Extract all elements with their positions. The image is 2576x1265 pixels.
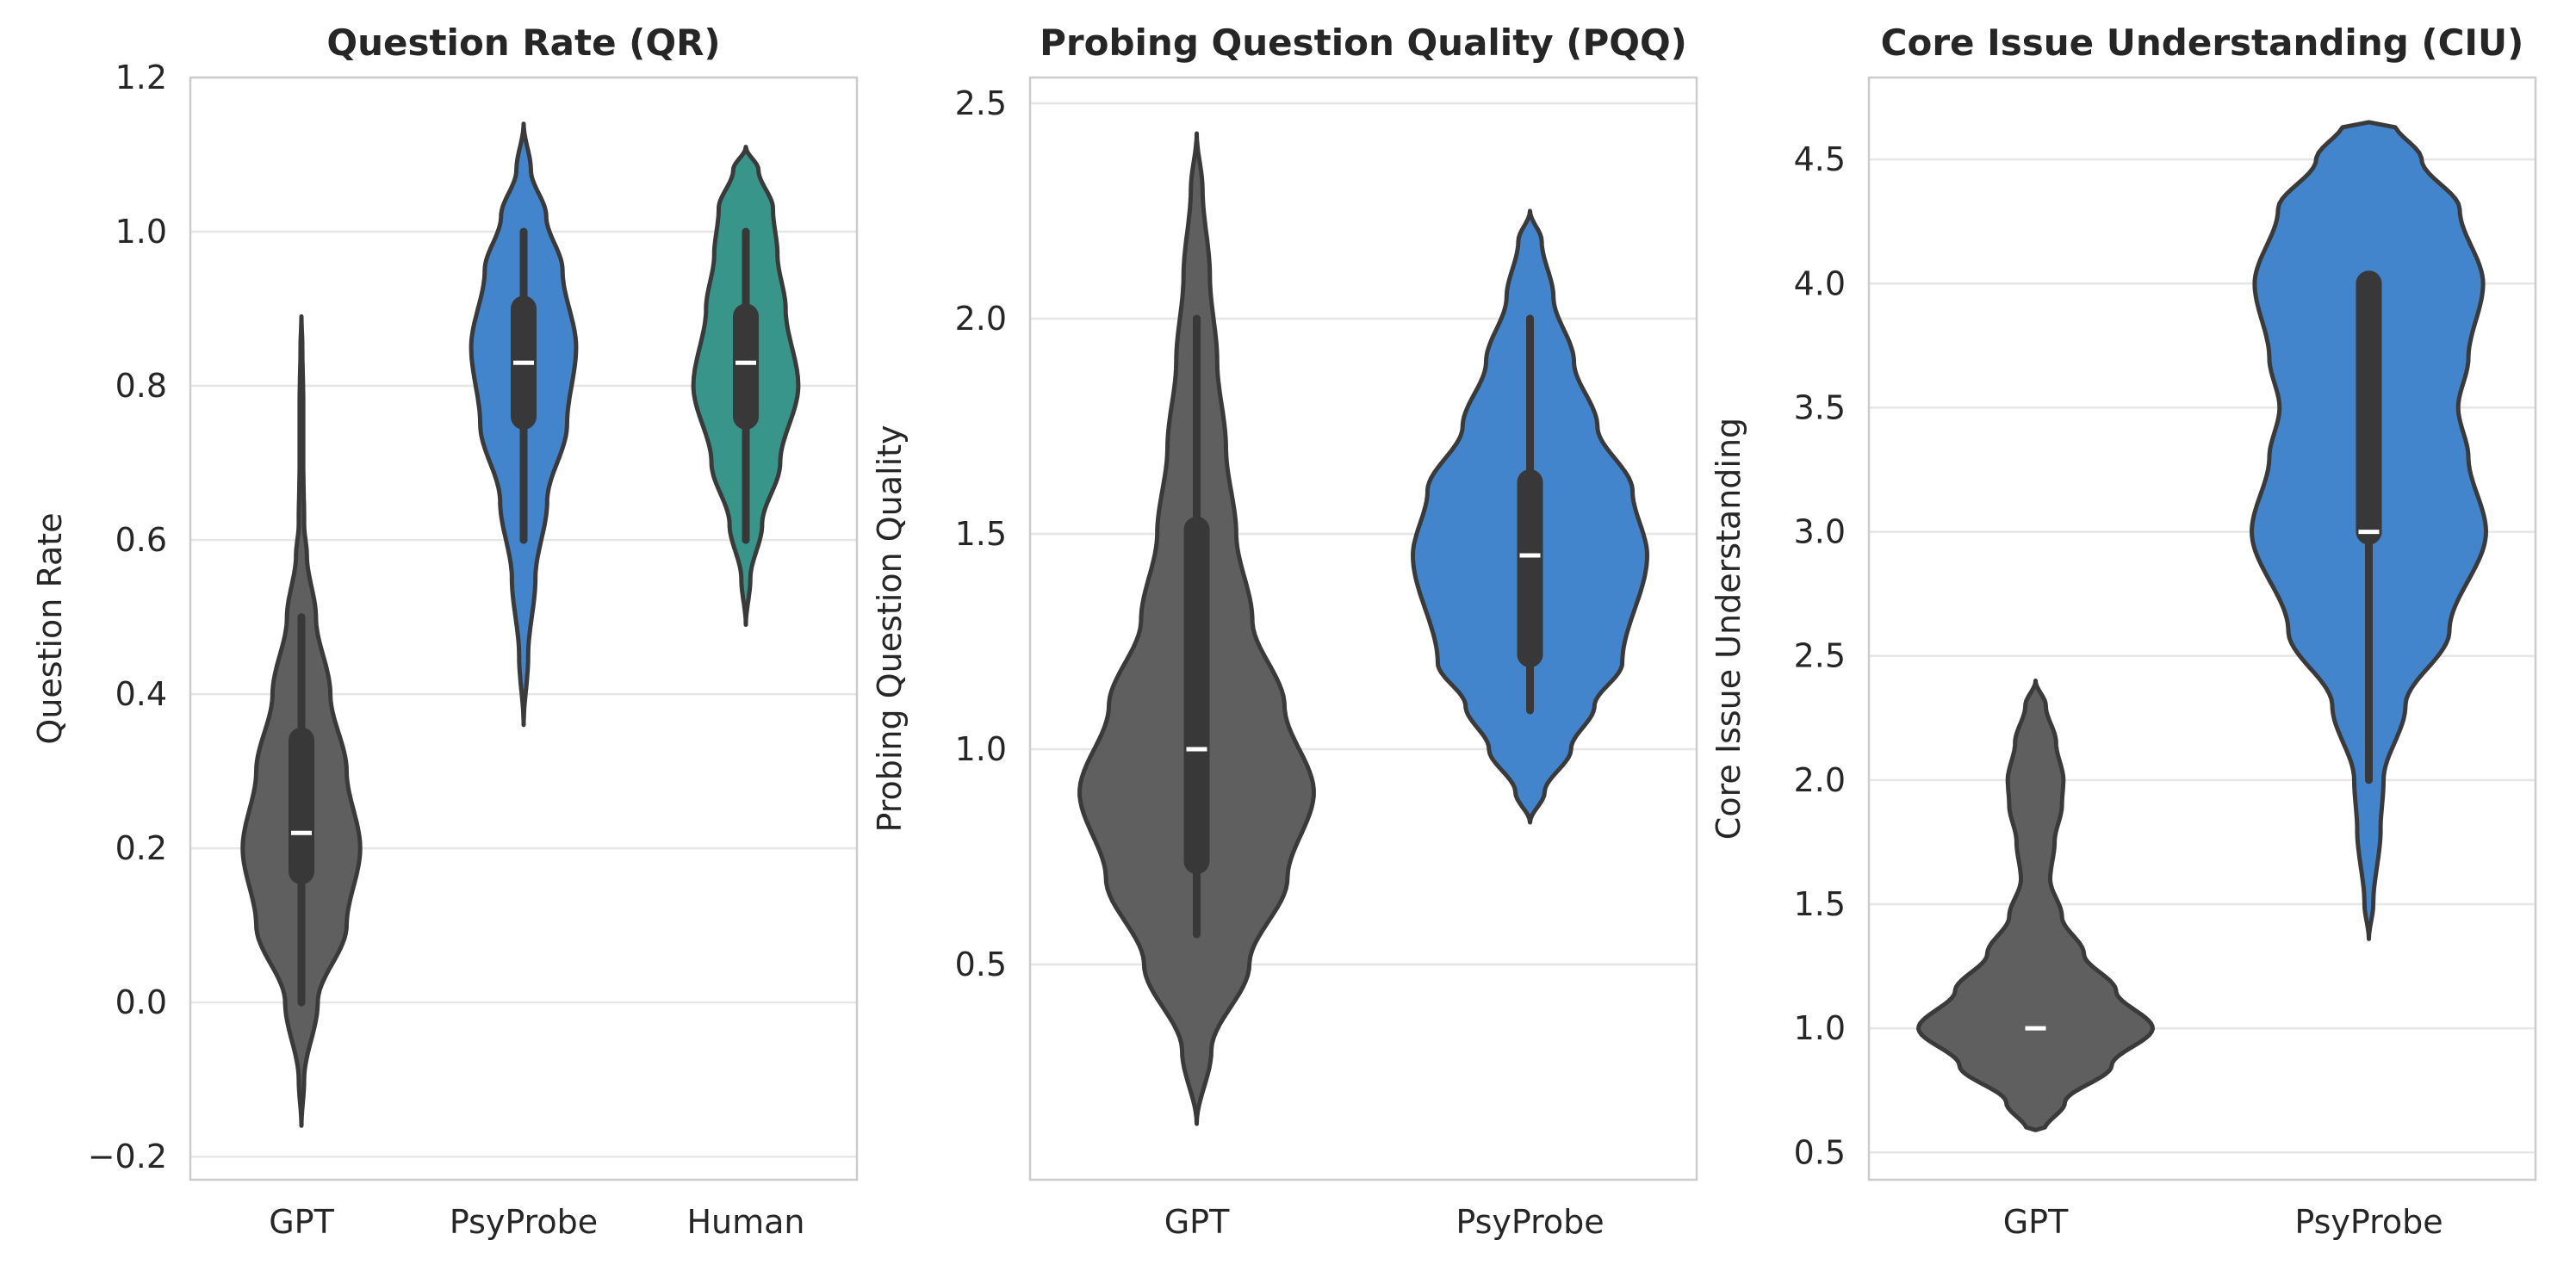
- y-tick-label: 4.0: [1794, 264, 1846, 302]
- y-tick-label: 0.0: [115, 983, 167, 1021]
- panel-3: 0.5 1.0 1.5 2.0 2.5 3.0 3.5 4.0 4.5 GPT PsyProbe Co…: [1710, 22, 2537, 1241]
- y-tick-label: 2.0: [955, 300, 1007, 338]
- y-tick-label: 1.2: [115, 59, 167, 96]
- y-tick-label: 1.5: [1794, 885, 1846, 923]
- y-tick-label: 1.0: [115, 213, 167, 251]
- y-axis-label: Core Issue Understanding: [1710, 418, 1747, 840]
- y-axis-label: Probing Question Quality: [871, 425, 909, 832]
- panel-title: Core Issue Understanding (CIU): [1881, 22, 2524, 64]
- violin-human: [691, 145, 801, 627]
- x-tick-label: PsyProbe: [450, 1203, 598, 1241]
- plot-frame: [1028, 76, 1698, 1181]
- panel-title: Question Rate (QR): [326, 22, 720, 64]
- y-tick-label: 0.5: [1794, 1133, 1846, 1171]
- y-tick-label: 0.2: [115, 829, 167, 867]
- y-tick-label: −0.2: [88, 1138, 167, 1175]
- y-tick-label: 2.5: [955, 84, 1007, 122]
- panel-2: 0.5 1.0 1.5 2.0 2.5 GPT PsyProbe Probing Questi…: [871, 22, 1698, 1241]
- y-tick-label: 0.5: [955, 946, 1007, 983]
- x-tick-label: PsyProbe: [1456, 1203, 1604, 1241]
- plot-frame: [189, 76, 859, 1181]
- x-tick-label: GPT: [1164, 1203, 1230, 1241]
- plot-frame: [1867, 76, 2537, 1181]
- violin-psyprobe: [2250, 120, 2488, 941]
- x-tick-label: GPT: [269, 1203, 334, 1241]
- panel-1: −0.2 0.0 0.2 0.4 0.6 0.8 1.0 1.2 GPT PsyProbe Huma…: [31, 22, 859, 1241]
- y-tick-label: 1.5: [955, 515, 1007, 553]
- y-tick-label: 3.5: [1794, 388, 1846, 426]
- y-tick-label: 3.0: [1794, 513, 1846, 551]
- panel-title: Probing Question Quality (PQQ): [1040, 22, 1687, 64]
- y-tick-label: 2.0: [1794, 761, 1846, 799]
- x-tick-label: PsyProbe: [2294, 1203, 2443, 1241]
- y-tick-label: 2.5: [1794, 637, 1846, 675]
- y-tick-label: 0.6: [115, 521, 167, 559]
- violin-body: [1916, 679, 2155, 1132]
- y-tick-label: 1.0: [955, 730, 1007, 768]
- y-tick-label: 4.5: [1794, 140, 1846, 178]
- violin-gpt: [1077, 131, 1316, 1126]
- y-tick-label: 0.4: [115, 675, 167, 713]
- y-tick-label: 0.8: [115, 367, 167, 405]
- violin-gpt: [240, 314, 363, 1128]
- x-tick-label: Human: [686, 1203, 804, 1241]
- violin-gpt: [1916, 679, 2155, 1132]
- y-axis-label: Question Rate: [31, 512, 69, 744]
- x-tick-label: GPT: [2003, 1203, 2069, 1241]
- y-tick-label: 1.0: [1794, 1009, 1846, 1047]
- violin-psyprobe: [1411, 208, 1649, 825]
- violin-psyprobe: [469, 121, 579, 728]
